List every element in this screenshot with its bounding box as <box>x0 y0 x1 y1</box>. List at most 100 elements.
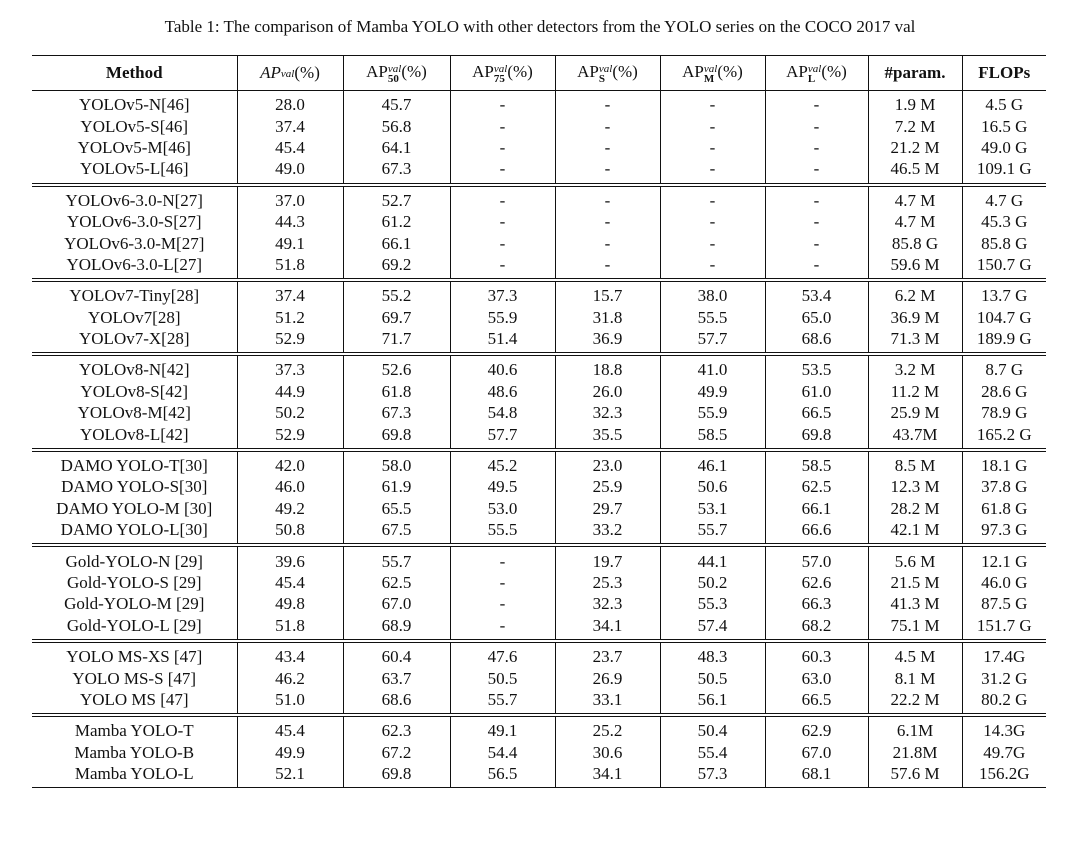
header-unit: (%) <box>612 62 638 82</box>
value-cell: 26.0 <box>554 380 660 403</box>
value-cell: 18.1 G <box>961 449 1046 477</box>
value-cell: 54.4 <box>449 741 555 763</box>
value-cell: 34.1 <box>554 762 660 788</box>
value-cell: - <box>659 232 765 254</box>
header-sup: val <box>493 62 508 75</box>
value-cell: 25.9 <box>554 476 660 498</box>
value-cell: 165.2 G <box>961 423 1046 450</box>
table-row: YOLOv8-M[42] 50.2 67.3 54.8 32.3 55.9 66.5 25.9… <box>32 402 1046 424</box>
value-cell: 58.5 <box>764 449 868 477</box>
table-row: YOLOv8-L[42] 52.9 69.8 57.7 35.5 58.5 69.8 43.7… <box>32 423 1046 450</box>
value-cell: - <box>659 184 765 211</box>
header-cell: FLOPs <box>961 55 1046 91</box>
value-cell: 38.0 <box>659 280 765 307</box>
value-cell: 23.0 <box>554 449 660 477</box>
header-row: Method AP val (%) AP val 50 (%) AP val 75 (%) AP val S… <box>32 55 1046 91</box>
value-cell: - <box>449 593 555 615</box>
header-sup: val <box>703 62 718 75</box>
value-cell: 39.6 <box>236 545 343 572</box>
value-cell: 37.4 <box>236 115 343 137</box>
row-group: YOLOv7-Tiny[28] 37.4 55.2 37.3 15.7 38.0 53.4 6… <box>32 280 1046 355</box>
value-cell: 62.5 <box>764 476 868 498</box>
method-cell: Gold-YOLO-S [29] <box>66 573 202 592</box>
value-cell: 51.0 <box>236 688 343 716</box>
value-cell: 18.8 <box>554 354 660 381</box>
method-cell: Mamba YOLO-B <box>74 742 195 762</box>
header-sub: 50 <box>387 72 399 85</box>
value-cell: 7.2 M <box>867 115 962 137</box>
value-cell: 13.7 G <box>961 280 1046 307</box>
header-cell: AP val 50 (%) <box>342 55 450 91</box>
header-unit: (%) <box>507 62 533 82</box>
header-unit: (%) <box>717 62 743 82</box>
value-cell: 57.3 <box>659 762 765 788</box>
value-cell: 6.1M <box>867 715 962 742</box>
header-base: AP <box>786 62 808 82</box>
value-cell: 42.0 <box>236 449 343 477</box>
value-cell: 49.9 <box>236 741 343 763</box>
value-cell: 66.5 <box>764 402 868 424</box>
value-cell: 52.9 <box>236 423 343 450</box>
value-cell: 45.4 <box>236 571 343 594</box>
value-cell: 3.2 M <box>867 354 962 381</box>
header-scripts: val <box>281 69 294 80</box>
row-group: YOLOv8-N[42] 37.3 52.6 40.6 18.8 41.0 53.5 3.2 … <box>32 354 1046 450</box>
table-row: DAMO YOLO-L[30] 50.8 67.5 55.5 33.2 55.7 66.6 4… <box>32 519 1046 546</box>
method-cell: YOLO MS-XS [47] <box>66 647 203 667</box>
value-cell: 21.8M <box>867 741 962 763</box>
value-cell: 57.7 <box>659 327 765 355</box>
value-cell: 87.5 G <box>961 593 1046 615</box>
value-cell: - <box>554 232 660 254</box>
value-cell: 33.1 <box>554 688 660 716</box>
value-cell: - <box>659 136 765 159</box>
method-cell: YOLOv8-L[42] <box>79 424 189 444</box>
table-row: Gold-YOLO-L [29] 51.8 68.9-34.1 57.4 68.2 75.… <box>32 614 1046 641</box>
value-cell: 49.7G <box>961 741 1046 763</box>
value-cell: 156.2G <box>961 762 1046 788</box>
value-cell: 51.8 <box>236 614 343 641</box>
value-cell: 50.8 <box>236 519 343 546</box>
value-cell: - <box>764 210 868 233</box>
value-cell: 52.1 <box>236 762 343 788</box>
value-cell: - <box>554 184 660 211</box>
value-cell: 85.8 G <box>867 232 962 254</box>
value-cell: 56.5 <box>449 762 555 788</box>
value-cell: 53.0 <box>449 497 555 520</box>
header-base: AP <box>366 62 388 82</box>
table-row: Gold-YOLO-N [29] 39.6 55.7-19.7 44.1 57.0 5.6… <box>32 545 1046 572</box>
value-cell: 4.7 M <box>867 184 962 211</box>
value-cell: 44.1 <box>659 545 765 572</box>
value-cell: - <box>554 136 660 159</box>
method-cell: YOLOv5-L[46] <box>79 159 189 179</box>
method-cell: YOLOv7[28] <box>87 307 181 327</box>
value-cell: 71.7 <box>342 327 450 355</box>
value-cell: 85.8 G <box>961 232 1046 254</box>
value-cell: 44.9 <box>236 380 343 403</box>
value-cell: 28.0 <box>236 90 343 116</box>
value-cell: 61.0 <box>764 380 868 403</box>
method-cell: YOLOv8-M[42] <box>77 403 191 423</box>
value-cell: 52.6 <box>342 354 450 381</box>
value-cell: 4.7 M <box>867 210 962 233</box>
table-row: DAMO YOLO-S[30] 46.0 61.9 49.5 25.9 50.6 62.5 1… <box>32 476 1046 498</box>
value-cell: - <box>659 253 765 281</box>
value-cell: - <box>554 210 660 233</box>
method-cell: YOLOv6-3.0-M[27] <box>64 233 205 253</box>
value-cell: 46.0 G <box>961 571 1046 594</box>
value-cell: 56.1 <box>659 688 765 716</box>
value-cell: 57.7 <box>449 423 555 450</box>
value-cell: 65.0 <box>764 306 868 328</box>
header-sup: val <box>598 62 613 75</box>
value-cell: 69.8 <box>764 423 868 450</box>
table-row: YOLOv6-3.0-M[27] 49.1 66.1- - - -85.8 G 85.8 G <box>32 232 1046 254</box>
table-row: YOLOv8-N[42] 37.3 52.6 40.6 18.8 41.0 53.5 3.2 … <box>32 354 1046 381</box>
method-cell: YOLOv6-3.0-L[27] <box>66 254 203 274</box>
header-sub: 75 <box>493 72 505 85</box>
table-row: YOLOv5-S[46] 37.4 56.8- - - -7.2 M 16.5 G <box>32 115 1046 137</box>
method-cell: YOLOv8-N[42] <box>79 360 190 380</box>
method-cell: DAMO YOLO-L[30] <box>60 520 208 540</box>
row-group: YOLO MS-XS [47] 43.4 60.4 47.6 23.7 48.3 60.3 4… <box>32 640 1046 716</box>
method-cell: DAMO YOLO-T[30] <box>60 456 208 476</box>
value-cell: 50.4 <box>659 715 765 742</box>
value-cell: 48.6 <box>449 380 555 403</box>
